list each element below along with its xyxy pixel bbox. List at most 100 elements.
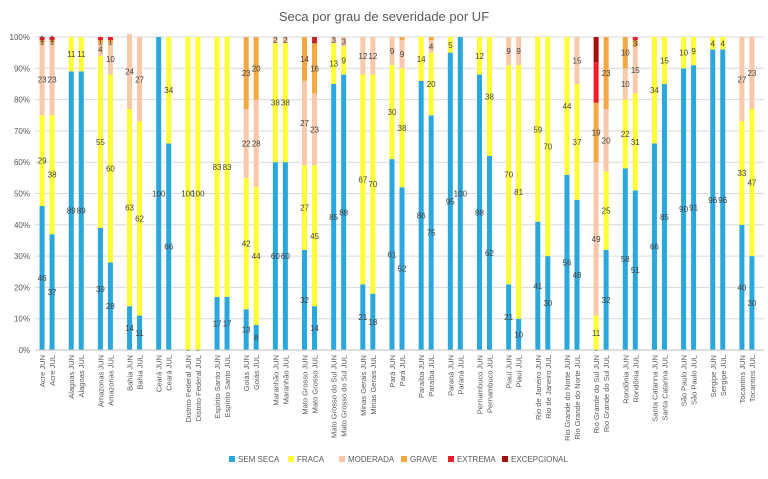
data-label: 1 [108,38,113,47]
y-tick-label: 80% [14,96,30,105]
data-label: 10 [514,330,523,339]
bar-segment [78,37,84,72]
bar-segment [360,37,366,75]
legend-swatch [339,456,345,462]
data-label: 4 [429,42,434,51]
data-label: 32 [602,296,611,305]
data-label: 21 [358,313,367,322]
x-tick-label: Pernambuco JUL [485,355,494,413]
data-label: 13 [329,60,338,69]
x-tick-label: Paraíba JUL [427,355,436,397]
data-label: 83 [213,163,222,172]
data-label: 10 [621,80,630,89]
x-tick-label: Paraíba JUN [417,355,426,398]
x-tick-label: Amazonas JUN [96,355,105,407]
bar-segment [749,108,755,257]
data-label: 3 [331,36,336,45]
bar-segment [739,121,745,225]
data-label: 20 [427,80,436,89]
bar-segment [593,102,599,163]
bar-segment [39,206,45,350]
data-label: 9 [400,50,405,59]
data-label: 29 [38,157,47,166]
x-tick-label: Acre JUL [48,355,57,386]
data-label: 17 [223,319,232,328]
x-tick-label: Sergipe JUN [709,355,718,398]
x-tick-label: Distrito Federal JUN [184,355,193,423]
bar-segment [603,249,609,350]
bar-segment [282,162,288,350]
data-label: 1 [50,38,55,47]
x-tick-label: Tocantins JUL [748,355,757,402]
data-label: 10 [621,49,630,58]
bar-segment [253,324,259,350]
bar-segment [564,37,570,175]
data-label: 19 [592,128,601,137]
bar-segment [107,43,113,75]
bar-segment [243,177,249,310]
bar-segment [476,74,482,350]
data-label: 22 [242,139,251,148]
bar-segment [272,162,278,350]
bar-segment [476,37,482,75]
y-tick-label: 20% [14,283,30,292]
bar-segment [272,43,278,163]
bar-segment [428,115,434,350]
data-label: 8 [254,333,259,342]
x-tick-label: Rondônia JUL [631,355,640,403]
legend: SEM SECA FRACA MODERADA GRAVE EXTREMA EXCEPCI… [229,455,568,464]
bar-segment [39,43,45,116]
data-label: 88 [475,208,484,217]
legend-swatch [448,456,454,462]
bar-segment [224,37,230,297]
legend-label: GRAVE [410,455,437,464]
bar-segment [710,49,716,351]
x-tick-label: Paraná JUN [446,355,455,396]
y-tick-label: 90% [14,64,30,73]
data-label: 63 [125,204,134,213]
x-tick-label: Minas Gerais JUL [369,355,378,415]
x-tick-label: Minas Gerais JUN [359,355,368,416]
x-tick-label: Espírito Santo JUN [213,355,222,419]
bar-segment [331,37,337,44]
data-label: 28 [106,302,115,311]
data-label: 13 [242,326,251,335]
bar-segment [447,37,453,53]
data-label: 23 [747,69,756,78]
bar-segment [593,315,599,350]
bar-segment [253,99,259,188]
data-label: 52 [398,265,407,274]
legend-label: FRACA [297,455,325,464]
data-label: 1 [50,35,55,44]
bar-segment [253,187,259,325]
data-label: 46 [38,274,47,283]
data-label: 27 [300,204,309,213]
data-label: 9 [341,56,346,65]
bar-segment [720,49,726,351]
bar-segment [574,199,580,350]
bar-segment [428,37,434,41]
bar-segment [545,37,551,257]
x-tick-label: Piauí JUN [505,355,514,389]
data-label: 83 [223,163,232,172]
bar-segment [360,74,366,285]
legend-swatch [229,456,235,462]
data-label: 70 [368,180,377,189]
data-label: 5 [448,41,453,50]
data-label: 9 [516,47,521,56]
x-tick-label: Ceará JUL [165,355,174,391]
bar-segment [720,37,726,50]
bar-segment [127,108,133,307]
x-tick-label: Mato Grosso do Sul JUN [330,355,339,438]
data-label: 41 [533,282,542,291]
data-label: 23 [310,125,319,134]
bar-segment [97,37,103,41]
data-label: 56 [563,258,572,267]
data-label: 45 [310,232,319,241]
data-label: 4 [721,39,726,48]
data-label: 38 [271,99,280,108]
bar-segment [593,37,599,63]
data-label: 14 [310,324,319,333]
bar-segment [127,306,133,350]
x-tick-label: Piauí JUL [515,355,524,388]
